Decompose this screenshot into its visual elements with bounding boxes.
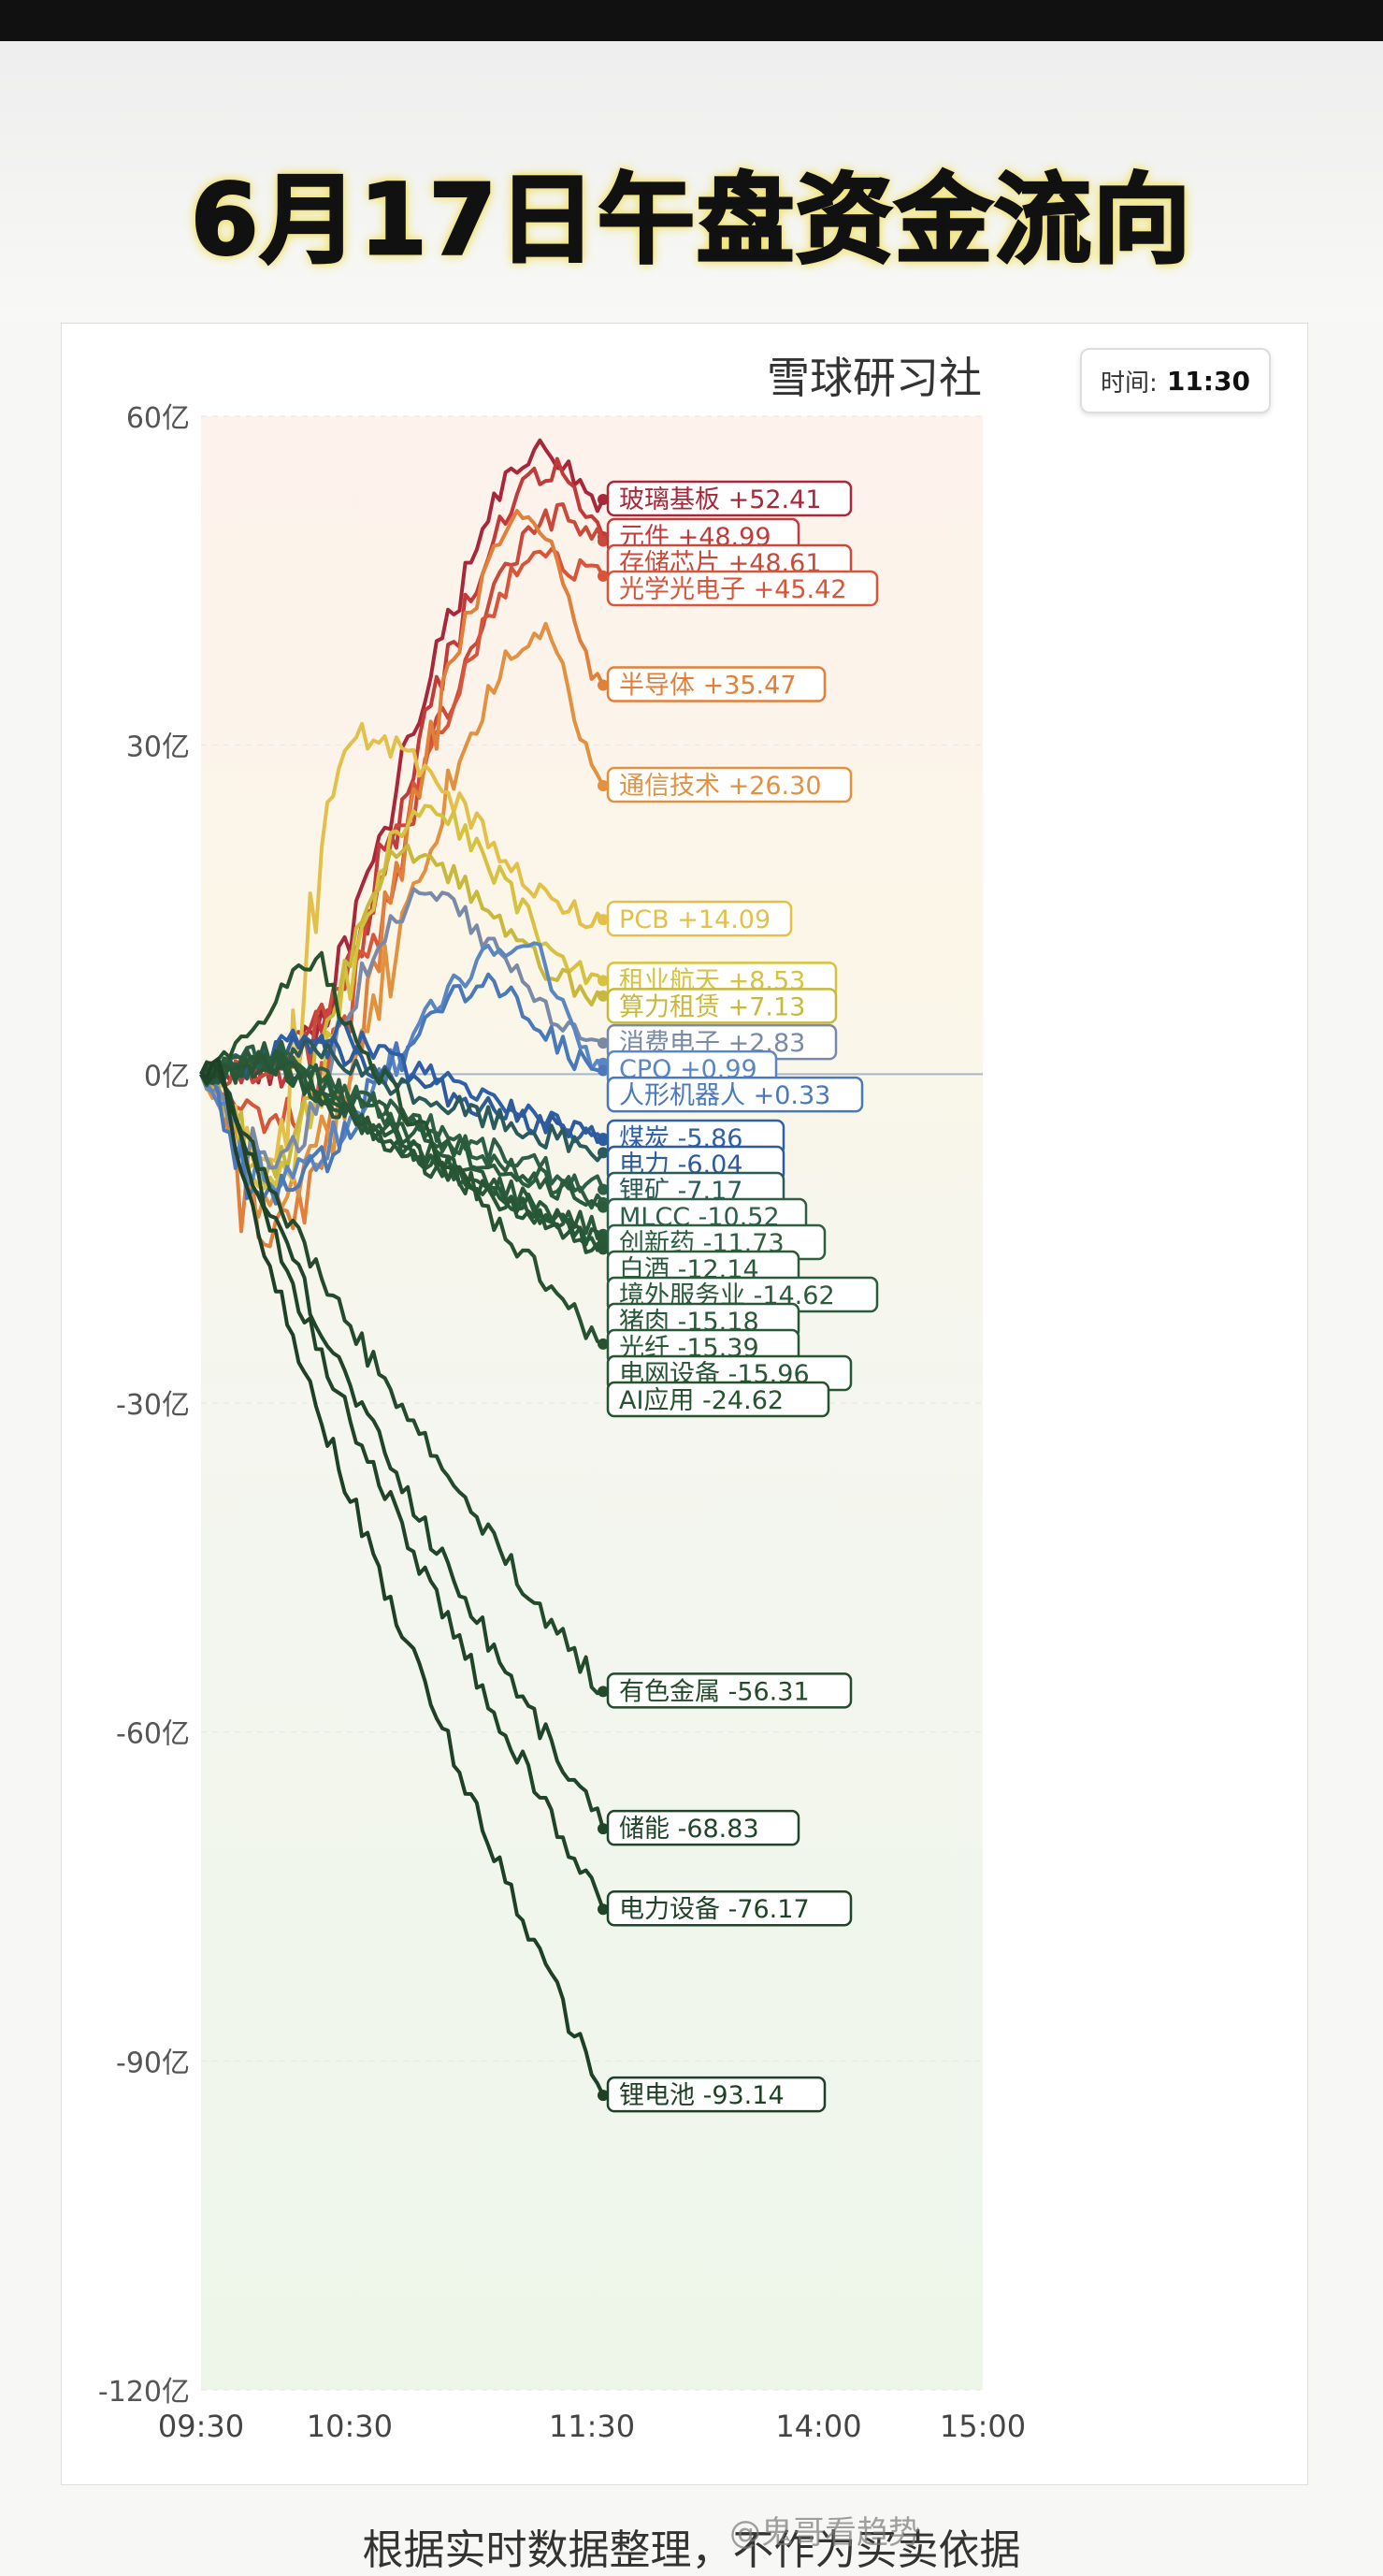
time-badge: 时间: 11:30 [1080,348,1271,413]
series-end-dot [598,1064,609,1077]
series-line [200,950,604,1346]
series-label-text: 人形机器人 +0.33 [619,1081,830,1110]
series-label-box [606,1889,853,1927]
series-label-box [606,900,793,937]
series-line [199,621,605,1219]
series-label-box [606,1076,864,1113]
series-label-text: 有色金属 -56.31 [619,1677,810,1706]
x-axis: 09:30 10:30 11:30 14:00 15:00 [158,2409,1026,2444]
y-tick-label: -30亿 [116,1389,190,1422]
title-banner [0,41,1383,322]
series-label-text: PCB +14.09 [619,905,771,934]
y-axis: 60亿 30亿 0亿 -30亿 -60亿 -90亿 -120亿 [98,402,190,2409]
series-end-dot [598,1183,609,1195]
series-end-dot [598,975,609,987]
series-line [199,1061,605,1830]
series-end-dot [598,1243,609,1255]
series-label: 算力租赁 +7.13 [606,988,838,1024]
page-title: 6月17日午盘资金流向 [189,162,1193,279]
series-line [199,887,604,1170]
series-label-text: 锂电池 -93.14 [619,2081,785,2110]
series-end-dot [598,780,609,792]
x-tick-label: 15:00 [940,2409,1026,2444]
series-label-box [606,1809,800,1846]
series-label-text: 通信技术 +26.30 [619,772,822,801]
series-label: AI应用 -24.62 [606,1381,830,1418]
series-label-text: 储能 -68.83 [619,1815,759,1844]
series-label-text: 算力租赁 +7.13 [619,992,805,1021]
y-tick-label: -120亿 [98,2376,190,2409]
series-label: 有色金属 -56.31 [606,1672,853,1709]
series-end-dot [598,990,609,1002]
series-label-box [606,1381,830,1418]
series-end-dot [598,1201,609,1213]
y-tick-label: -60亿 [116,1718,190,1751]
series-line [199,509,605,1249]
series-line [199,843,605,1186]
time-value: 11:30 [1166,365,1250,397]
x-tick-label: 14:00 [775,2409,861,2444]
y-tick-label: 60亿 [126,402,190,435]
series-lines [199,438,609,2102]
watermark: @鬼哥看趋势 [729,2514,920,2552]
series-label-text: AI应用 -24.62 [619,1386,784,1415]
series-label: PCB +14.09 [606,900,793,937]
series-label-box [606,1672,853,1709]
series-end-dot [598,1903,609,1916]
series-label: 玻璃基板 +52.41 [606,480,853,517]
series-end-dot [598,2090,609,2102]
series-label-box [606,766,853,803]
series-line [199,1057,605,2096]
series-end-dot [598,1823,609,1835]
x-tick-label: 11:30 [549,2409,635,2444]
series-end-dot [598,1037,609,1049]
series-end-dot [598,679,609,691]
series-label-text: 玻璃基板 +52.41 [619,485,822,514]
series-label: 光学光电子 +45.42 [606,570,879,607]
series-label: 储能 -68.83 [606,1809,800,1846]
series-end-dot [598,570,609,582]
series-label-text: 光学光电子 +45.42 [619,575,847,604]
disclaimer: 根据实时数据整理，不作为买卖依据 [362,2526,1021,2574]
series-end-dot [598,914,609,926]
series-label-box [606,2076,827,2113]
brand-name: 雪球研习社 [767,353,982,403]
series-end-dot [598,493,609,505]
y-tick-label: 0亿 [144,1060,190,1093]
y-tick-label: 30亿 [126,731,190,764]
series-label: 电力设备 -76.17 [606,1889,853,1927]
y-tick-label: -90亿 [116,2047,190,2079]
x-tick-label: 10:30 [307,2409,393,2444]
series-line [199,1052,605,1254]
series-label-box [606,988,838,1024]
series-line [199,1063,605,1910]
series-end-dot [598,535,609,547]
series-label-box [606,570,879,607]
series-label: 人形机器人 +0.33 [606,1076,864,1113]
series-line [199,1066,604,1696]
series-label: 半导体 +35.47 [606,666,827,702]
series-end-dot [598,1147,609,1159]
series-label-text: 半导体 +35.47 [619,672,797,701]
series-label-text: 电力设备 -76.17 [619,1895,810,1924]
series-end-dot [598,1135,609,1147]
series-end-dot [598,1338,609,1350]
time-label: 时间: [1101,369,1158,398]
series-line [199,1041,604,1209]
series-end-dot [598,1686,609,1698]
x-tick-label: 09:30 [158,2409,244,2444]
series-label-box [606,480,853,517]
series-label-box [606,666,827,702]
series-label: 锂电池 -93.14 [606,2076,827,2113]
series-label: 通信技术 +26.30 [606,766,853,803]
status-bar [0,0,1383,41]
